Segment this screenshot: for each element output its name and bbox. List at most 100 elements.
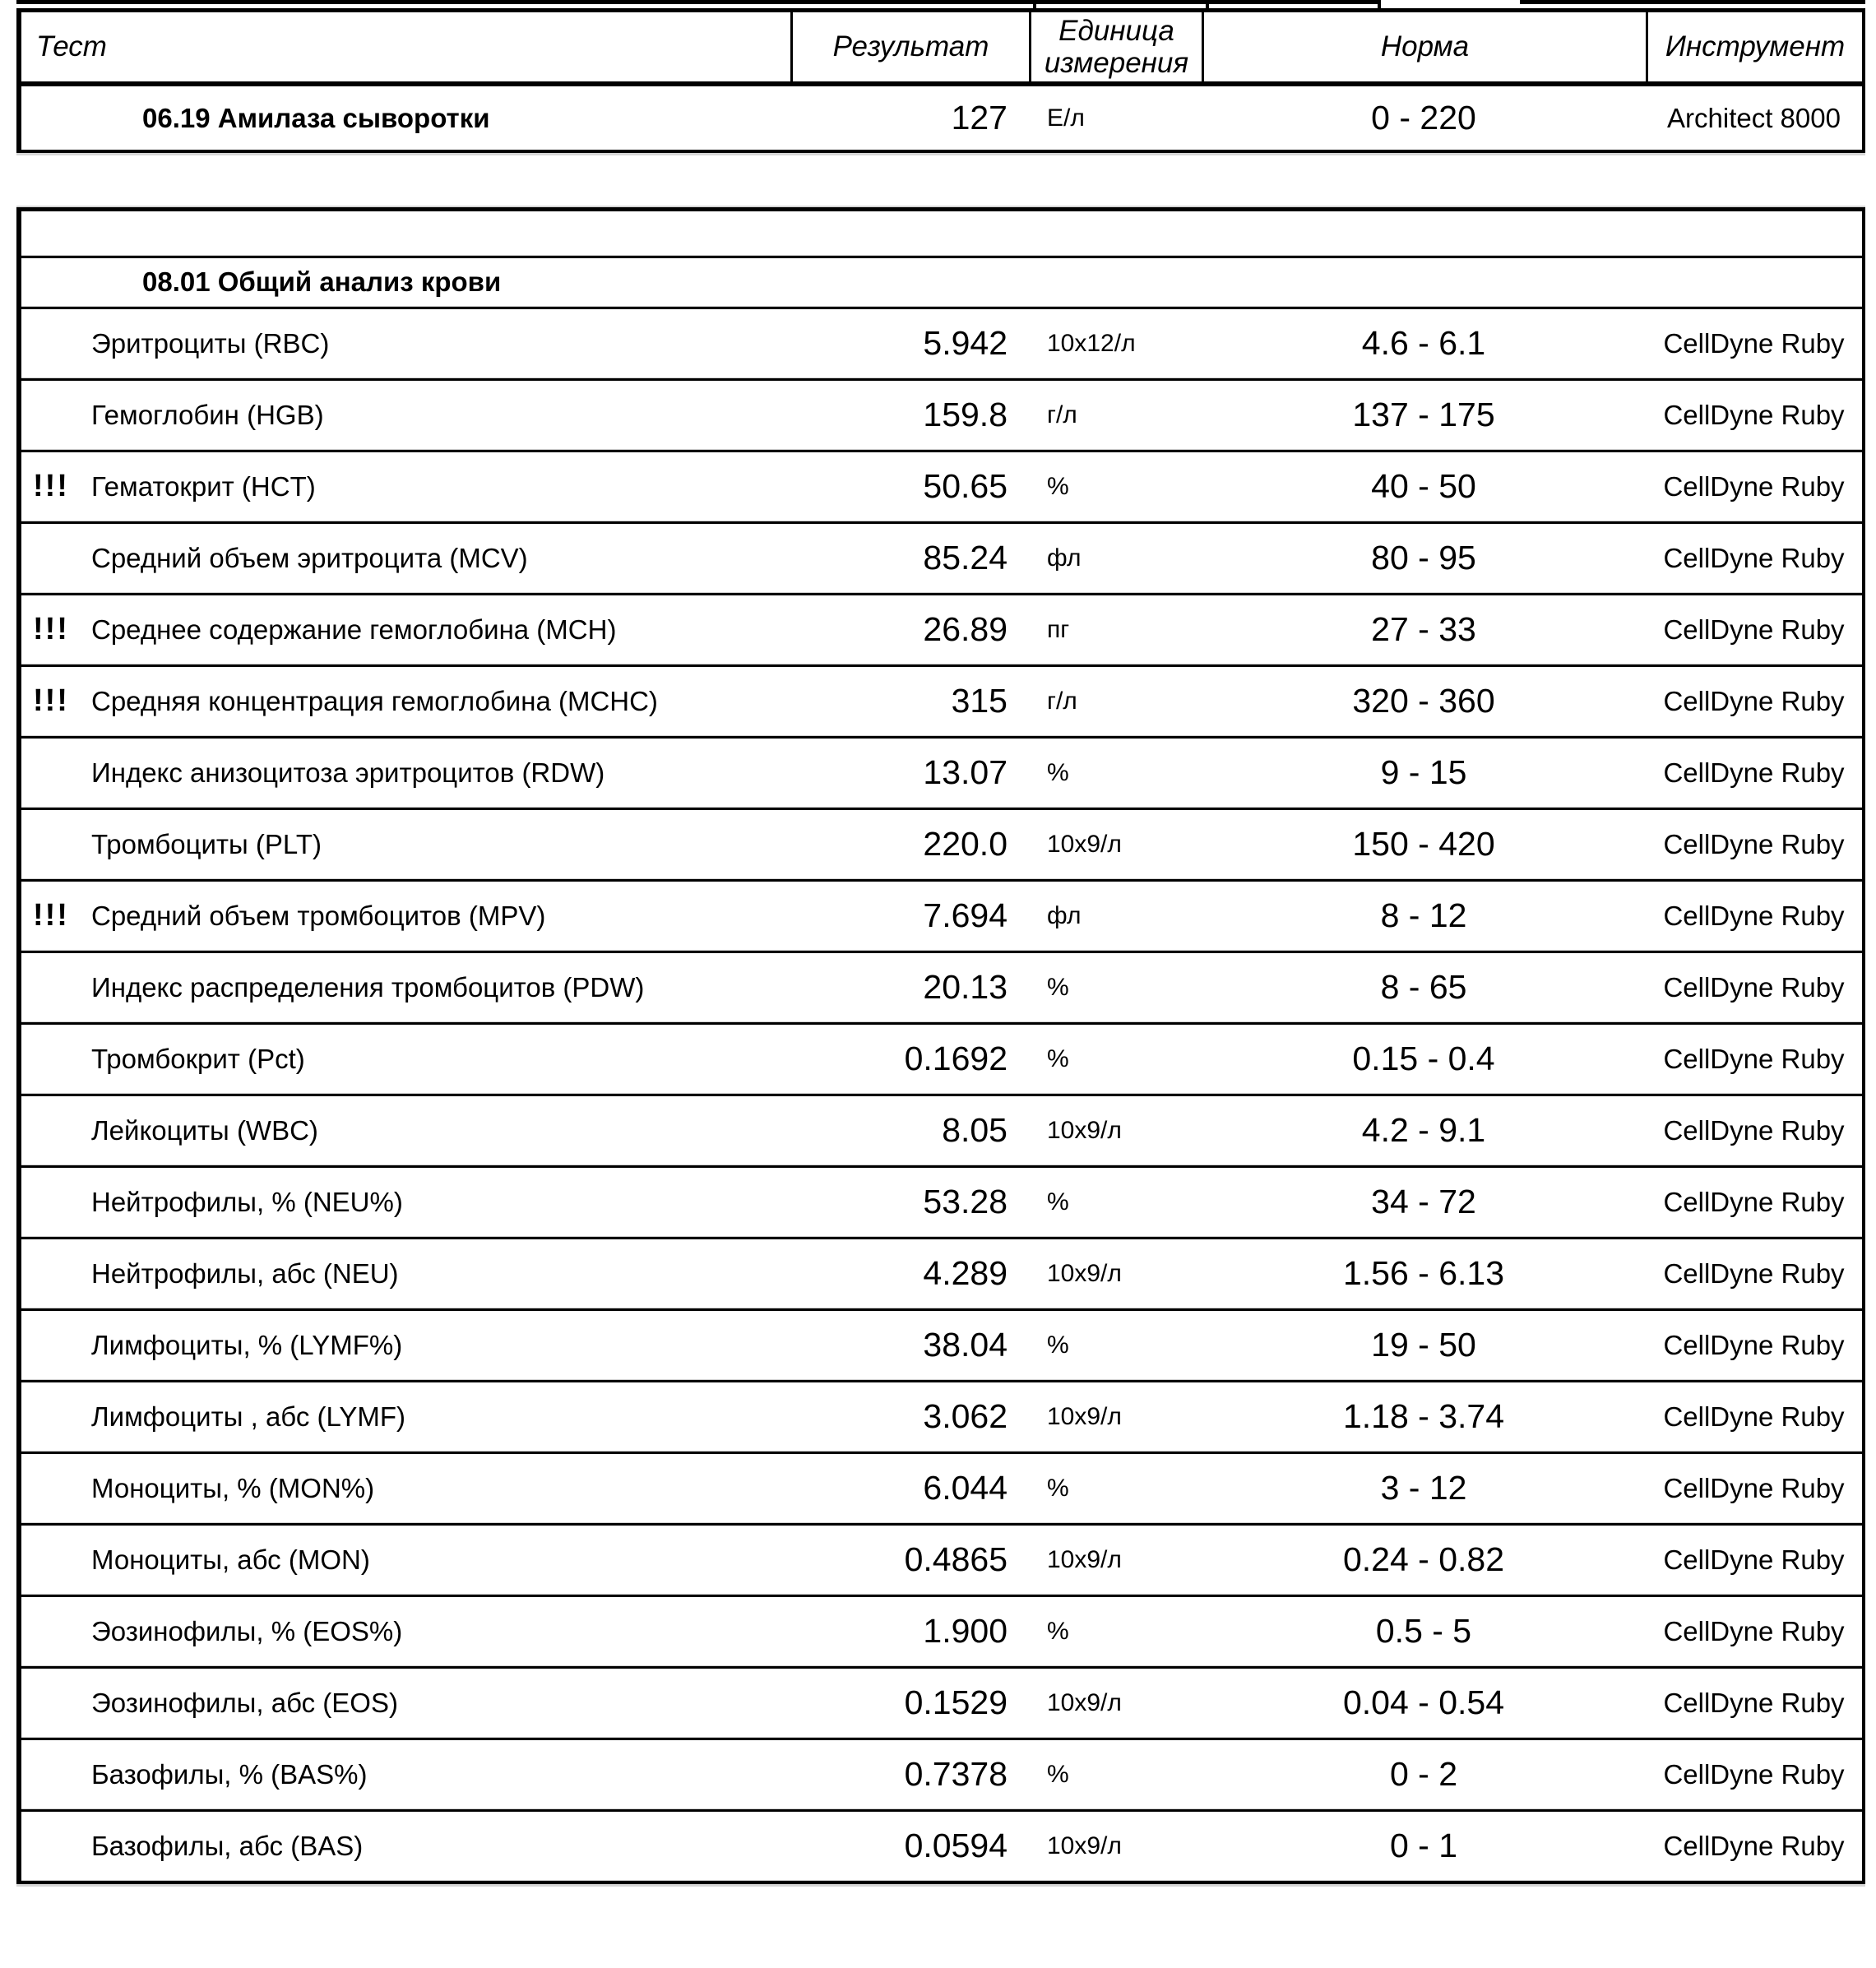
test-result-row: Лимфоциты , абс (LYMF) 3.062 10х9/л 1.18… — [21, 1380, 1862, 1452]
unit-label: фл — [1047, 901, 1082, 929]
reference-range: 4.6 - 6.1 — [1361, 324, 1486, 362]
instrument-name: Architect 8000 — [1667, 102, 1841, 133]
test-name: Моноциты, абс (MON) — [91, 1544, 370, 1575]
result-value: 7.694 — [923, 896, 1007, 934]
result-value: 0.7378 — [904, 1755, 1007, 1793]
test-result-row: !!! Среднее содержание гемоглобина (MCH)… — [21, 593, 1862, 664]
spacer-row — [21, 211, 1862, 256]
reference-range: 1.18 - 3.74 — [1342, 1397, 1505, 1435]
reference-range: 0 - 2 — [1389, 1755, 1458, 1793]
result-value: 3.062 — [923, 1397, 1007, 1435]
instrument-name: CellDyne Ruby — [1663, 900, 1845, 931]
result-value: 53.28 — [923, 1183, 1007, 1220]
cbc-table: 08.01 Общий анализ крови Эритроциты (RBC… — [16, 207, 1865, 1884]
instrument-name: CellDyne Ruby — [1663, 1043, 1845, 1074]
abnormal-flag: !!! — [33, 683, 69, 718]
test-name: Лейкоциты (WBC) — [91, 1114, 318, 1146]
result-value: 6.044 — [923, 1469, 1007, 1507]
result-value: 0.0594 — [904, 1827, 1007, 1864]
cutoff-row-line-right — [1520, 0, 1865, 4]
test-name: Средняя концентрация гемоглобина (MCHC) — [91, 685, 658, 716]
instrument-name: CellDyne Ruby — [1663, 1329, 1845, 1360]
unit-label: 10х9/л — [1047, 1402, 1122, 1430]
reference-range: 1.56 - 6.13 — [1342, 1254, 1505, 1292]
reference-range: 0.15 - 0.4 — [1352, 1040, 1495, 1077]
result-value: 85.24 — [923, 539, 1007, 577]
test-name: Гемоглобин (HGB) — [91, 399, 324, 430]
unit-label: Е/л — [1047, 104, 1085, 132]
instrument-name: CellDyne Ruby — [1663, 399, 1845, 430]
reference-range: 8 - 65 — [1380, 968, 1467, 1006]
test-name: Эритроциты (RBC) — [91, 327, 330, 359]
reference-range: 34 - 72 — [1371, 1183, 1476, 1220]
reference-range: 19 - 50 — [1371, 1326, 1476, 1364]
test-result-row: Лейкоциты (WBC) 8.05 10х9/л 4.2 - 9.1 Ce… — [21, 1094, 1862, 1165]
unit-label: 10х9/л — [1047, 1545, 1122, 1573]
result-value: 1.900 — [923, 1612, 1007, 1650]
unit-label: 10х9/л — [1047, 1688, 1122, 1716]
test-name: Средний объем эритроцита (MCV) — [91, 542, 528, 573]
test-name: Гематокрит (HCT) — [91, 470, 316, 502]
column-header-instrument: Инструмент — [1646, 12, 1862, 81]
instrument-name: CellDyne Ruby — [1663, 1830, 1845, 1861]
abnormal-flag: !!! — [33, 898, 69, 933]
column-header-unit: Единица измерения — [1029, 12, 1202, 81]
cutoff-column-stub — [1033, 0, 1036, 11]
cbc-section-row: 08.01 Общий анализ крови — [21, 256, 1862, 307]
instrument-name: CellDyne Ruby — [1663, 1615, 1845, 1646]
test-result-row: Нейтрофилы, абс (NEU) 4.289 10х9/л 1.56 … — [21, 1237, 1862, 1308]
result-value: 0.4865 — [904, 1540, 1007, 1578]
result-value: 8.05 — [942, 1111, 1007, 1149]
instrument-name: CellDyne Ruby — [1663, 828, 1845, 859]
cutoff-row-line-left — [16, 0, 1379, 4]
test-name: Индекс анизоцитоза эритроцитов (RDW) — [91, 757, 605, 788]
test-result-row: Моноциты, % (MON%) 6.044 % 3 - 12 CellDy… — [21, 1452, 1862, 1523]
test-result-row: !!! Средний объем тромбоцитов (MPV) 7.69… — [21, 879, 1862, 951]
unit-label: 10х9/л — [1047, 1259, 1122, 1287]
test-result-row: Тромбоциты (PLT) 220.0 10х9/л 150 - 420 … — [21, 808, 1862, 879]
test-result-row: !!! Средняя концентрация гемоглобина (MC… — [21, 664, 1862, 736]
section-title: 08.01 Общий анализ крови — [142, 266, 502, 297]
unit-label: % — [1047, 1044, 1069, 1072]
table-header-row: Тест Результат Единица измерения Норма И… — [21, 12, 1862, 86]
instrument-name: CellDyne Ruby — [1663, 971, 1845, 1003]
test-result-row: Моноциты, абс (MON) 0.4865 10х9/л 0.24 -… — [21, 1523, 1862, 1595]
test-result-row: Базофилы, абс (BAS) 0.0594 10х9/л 0 - 1 … — [21, 1809, 1862, 1881]
unit-label: г/л — [1047, 401, 1077, 428]
result-value: 127 — [951, 99, 1007, 137]
unit-label: 10х12/л — [1047, 329, 1136, 357]
instrument-name: CellDyne Ruby — [1663, 1758, 1845, 1790]
column-header-norm: Норма — [1202, 12, 1646, 81]
reference-range: 0 - 220 — [1371, 99, 1476, 137]
result-value: 4.289 — [923, 1254, 1007, 1292]
result-value: 20.13 — [923, 968, 1007, 1006]
test-name: Эозинофилы, % (EOS%) — [91, 1615, 403, 1646]
reference-range: 0.04 - 0.54 — [1342, 1683, 1505, 1721]
unit-label: 10х9/л — [1047, 1116, 1122, 1144]
reference-range: 4.2 - 9.1 — [1361, 1111, 1486, 1149]
reference-range: 0.24 - 0.82 — [1342, 1540, 1505, 1578]
cutoff-column-stub — [1378, 0, 1381, 11]
test-name: Тромбокрит (Pct) — [91, 1043, 305, 1074]
test-name: Лимфоциты, % (LYMF%) — [91, 1329, 403, 1360]
reference-range: 150 - 420 — [1352, 825, 1495, 863]
unit-label: % — [1047, 1617, 1069, 1645]
reference-range: 3 - 12 — [1380, 1469, 1467, 1507]
instrument-name: CellDyne Ruby — [1663, 1257, 1845, 1289]
test-name: Тромбоциты (PLT) — [91, 828, 322, 859]
reference-range: 40 - 50 — [1371, 467, 1476, 505]
amylase-table: Тест Результат Единица измерения Норма И… — [16, 8, 1865, 153]
test-name: Среднее содержание гемоглобина (MCH) — [91, 614, 617, 645]
test-result-row: !!! Гематокрит (HCT) 50.65 % 40 - 50 Cel… — [21, 450, 1862, 521]
result-value: 159.8 — [923, 396, 1007, 433]
test-name: Эозинофилы, абс (EOS) — [91, 1687, 398, 1718]
test-name: Нейтрофилы, % (NEU%) — [91, 1186, 403, 1217]
result-value: 0.1692 — [904, 1040, 1007, 1077]
test-name: Индекс распределения тромбоцитов (PDW) — [91, 971, 645, 1003]
instrument-name: CellDyne Ruby — [1663, 757, 1845, 788]
unit-label: % — [1047, 1331, 1069, 1359]
section-title: 06.19 Амилаза сыворотки — [142, 102, 490, 133]
test-result-row: Нейтрофилы, % (NEU%) 53.28 % 34 - 72 Cel… — [21, 1165, 1862, 1237]
abnormal-flag: !!! — [33, 469, 69, 503]
